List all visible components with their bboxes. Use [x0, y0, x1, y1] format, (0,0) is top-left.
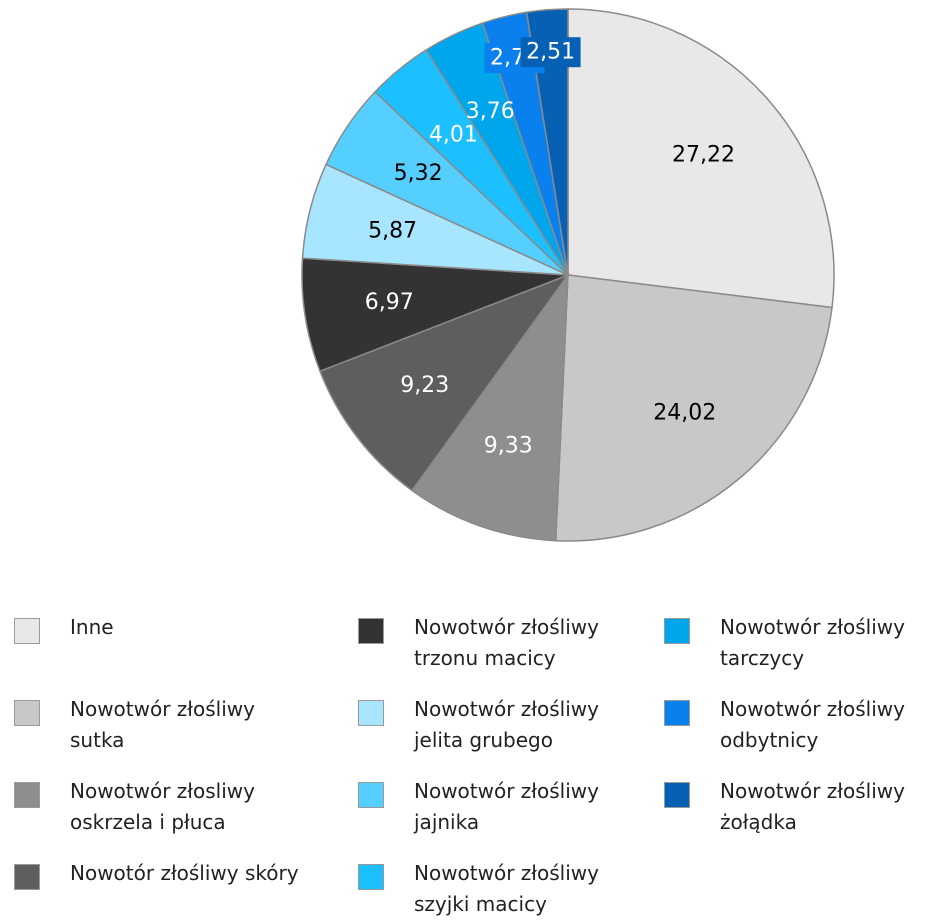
- pie-slice-11: [525, 8, 569, 276]
- svg-text:4,01: 4,01: [429, 123, 478, 148]
- legend-swatch: [358, 782, 384, 808]
- pie-data-label-7: 5,32: [394, 161, 443, 186]
- legend-swatch: [14, 864, 40, 890]
- legend-swatch: [358, 618, 384, 644]
- pie-data-label-11: 2,51: [520, 37, 581, 68]
- legend-item: Nowotwór złośliwy odbytnicy: [664, 694, 905, 756]
- legend-label-line: odbytnicy: [720, 728, 819, 752]
- legend-swatch: [358, 864, 384, 890]
- legend-swatch: [14, 700, 40, 726]
- legend-item: Nowotwór złośliwy żołądka: [664, 776, 905, 838]
- legend-item: Nowotwór złośliwy jajnika: [358, 776, 599, 838]
- pie-data-label-4: 9,23: [400, 373, 449, 398]
- pie-data-label-3: 9,33: [484, 433, 533, 458]
- legend-swatch: [664, 782, 690, 808]
- svg-text:9,23: 9,23: [400, 373, 449, 398]
- legend-label: Inne: [70, 612, 114, 643]
- legend-label-line: Nowotwór złośliwy: [720, 779, 905, 803]
- legend-label-line: szyjki macicy: [414, 892, 547, 916]
- legend-label-line: Nowotwór złosliwy: [70, 779, 255, 803]
- legend-item: Nowotwór złośliwy trzonu macicy: [358, 612, 599, 674]
- legend-label: Nowotwór złośliwy jelita grubego: [414, 694, 599, 756]
- legend-item: Inne: [14, 612, 114, 644]
- legend-label: Nowotwór złośliwy jajnika: [414, 776, 599, 838]
- pie-data-label-1: 27,22: [672, 143, 735, 168]
- pie-data-label-8: 4,01: [429, 123, 478, 148]
- legend-label: Nowotwór złośliwy tarczycy: [720, 612, 905, 674]
- legend-label-line: oskrzela i płuca: [70, 810, 226, 834]
- legend-label-line: żołądka: [720, 810, 797, 834]
- legend-label-line: Nowotór złośliwy skóry: [70, 861, 299, 885]
- svg-text:2,51: 2,51: [526, 40, 575, 65]
- svg-text:27,22: 27,22: [672, 143, 735, 168]
- legend-item: Nowotwór złosliwy oskrzela i płuca: [14, 776, 255, 838]
- legend-label-line: Nowotwór złośliwy: [720, 615, 905, 639]
- pie-data-label-9: 3,76: [466, 99, 515, 124]
- legend-label-line: jajnika: [414, 810, 480, 834]
- legend-item: Nowotwór złośliwy szyjki macicy: [358, 858, 599, 920]
- svg-text:6,97: 6,97: [365, 290, 414, 315]
- legend-label-line: jelita grubego: [414, 728, 553, 752]
- svg-text:5,87: 5,87: [368, 218, 417, 243]
- legend-swatch: [664, 700, 690, 726]
- legend-swatch: [14, 618, 40, 644]
- legend-swatch: [664, 618, 690, 644]
- legend-swatch: [358, 700, 384, 726]
- legend-label-line: Nowotwór złośliwy: [720, 697, 905, 721]
- pie-slice-2: [554, 274, 833, 542]
- legend-label: Nowotwór złośliwy sutka: [70, 694, 255, 756]
- legend-item: Nowotwór złośliwy tarczycy: [664, 612, 905, 674]
- legend-label: Nowotwór złosliwy oskrzela i płuca: [70, 776, 255, 838]
- legend-label-line: Nowotwór złośliwy: [70, 697, 255, 721]
- pie-slice-1: [567, 8, 835, 309]
- legend-label-line: Nowotwór złośliwy: [414, 779, 599, 803]
- legend-label-line: tarczycy: [720, 646, 805, 670]
- pie-data-label-5: 6,97: [365, 290, 414, 315]
- legend-label: Nowotwór złośliwy odbytnicy: [720, 694, 905, 756]
- legend-label-line: sutka: [70, 728, 125, 752]
- legend-label: Nowotór złośliwy skóry: [70, 858, 299, 889]
- svg-text:9,33: 9,33: [484, 433, 533, 458]
- pie-data-label-6: 5,87: [368, 218, 417, 243]
- pie-slice-5: [301, 257, 569, 373]
- legend-label: Nowotwór złośliwy szyjki macicy: [414, 858, 599, 920]
- legend-swatch: [14, 782, 40, 808]
- legend-label: Nowotwór złośliwy trzonu macicy: [414, 612, 599, 674]
- legend-item: Nowotór złośliwy skóry: [14, 858, 299, 890]
- svg-text:24,02: 24,02: [653, 401, 716, 426]
- legend-label-line: Nowotwór złośliwy: [414, 697, 599, 721]
- legend-item: Nowotwór złośliwy jelita grubego: [358, 694, 599, 756]
- legend-label-line: Nowotwór złośliwy: [414, 615, 599, 639]
- pie-slice-3: [411, 272, 569, 542]
- pie-slice-4: [319, 273, 571, 492]
- legend-label-line: Inne: [70, 615, 114, 639]
- svg-text:5,32: 5,32: [394, 161, 443, 186]
- legend-label-line: Nowotwór złośliwy: [414, 861, 599, 885]
- pie-data-label-2: 24,02: [653, 401, 716, 426]
- legend-label: Nowotwór złośliwy żołądka: [720, 776, 905, 838]
- legend-label-line: trzonu macicy: [414, 646, 556, 670]
- pie-chart: 27,22 24,02 9,33 9,23 6,97 5,87 5,32 4,013,76 2,…: [301, 8, 835, 542]
- legend-item: Nowotwór złośliwy sutka: [14, 694, 255, 756]
- svg-text:3,76: 3,76: [466, 99, 515, 124]
